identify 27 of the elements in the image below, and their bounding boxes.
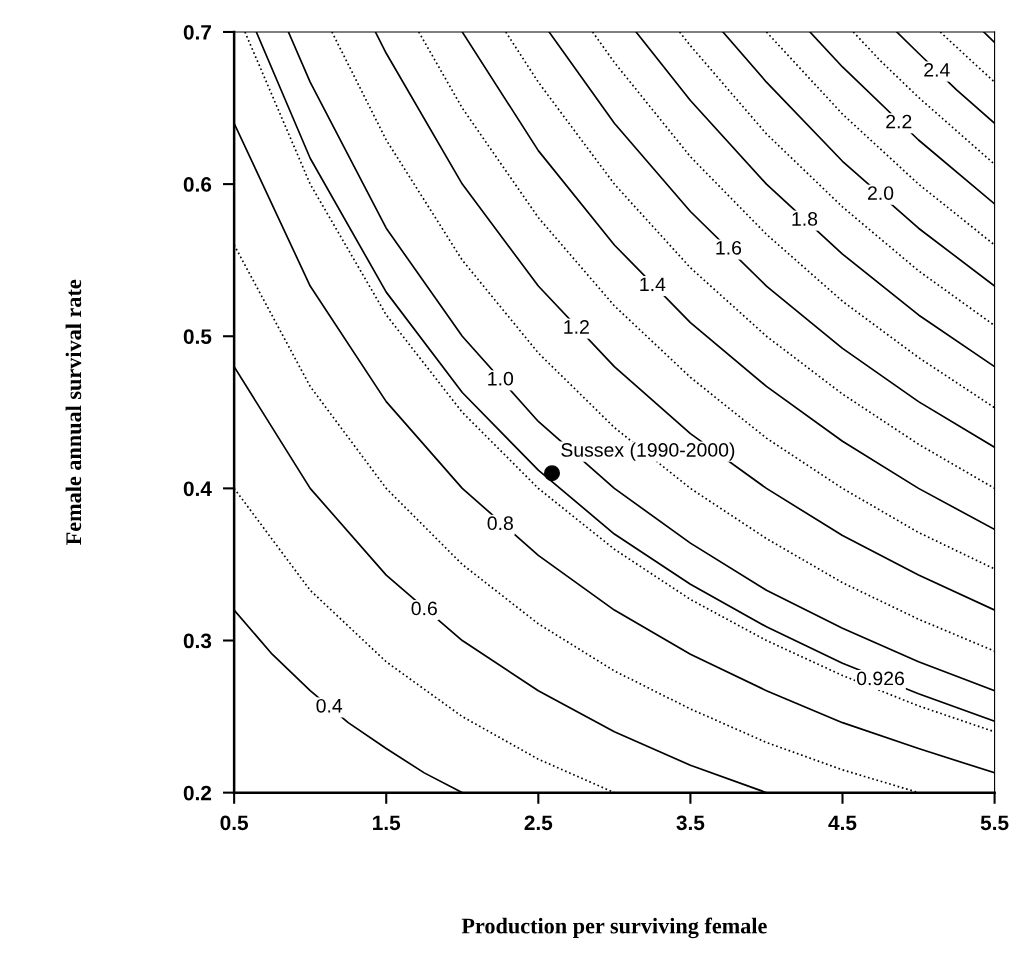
annotation: 0.4: [316, 698, 343, 713]
x-tick-label: 0.5: [220, 815, 249, 831]
y-tick-label: 0.2: [183, 785, 212, 801]
x-tick-label: 5.5: [980, 815, 1009, 831]
y-tick-label: 0.4: [183, 481, 212, 497]
annotation: 1.2: [564, 320, 589, 334]
x-tick-label: 3.5: [676, 815, 705, 831]
annotation: 2.4: [924, 62, 950, 77]
annotation: 0.8: [487, 516, 513, 531]
y-tick-label: 0.3: [183, 633, 212, 649]
y-tick-label: 0.6: [183, 177, 212, 192]
annotation: 1.8: [792, 212, 818, 226]
x-tick-label: 2.5: [524, 815, 553, 831]
annotation: 1.0: [488, 371, 514, 386]
x-tick-label: 1.5: [373, 815, 401, 831]
annotation: 0.926: [856, 671, 904, 686]
annotation: 1.6: [716, 240, 742, 255]
x-tick-label: 4.5: [828, 815, 857, 831]
y-tick-label: 0.7: [183, 24, 211, 40]
annotation: 1.4: [640, 277, 666, 292]
annotation: 0.6: [411, 601, 437, 616]
x-axis-title: Production per surviving female: [461, 917, 767, 939]
annotation: Sussex (1990-2000): [561, 442, 735, 461]
annotation: 2.2: [886, 114, 912, 129]
y-tick-label: 0.5: [183, 329, 212, 344]
y-axis-title: Female annual survival rate: [65, 279, 82, 545]
annotation: 2.0: [867, 186, 894, 200]
